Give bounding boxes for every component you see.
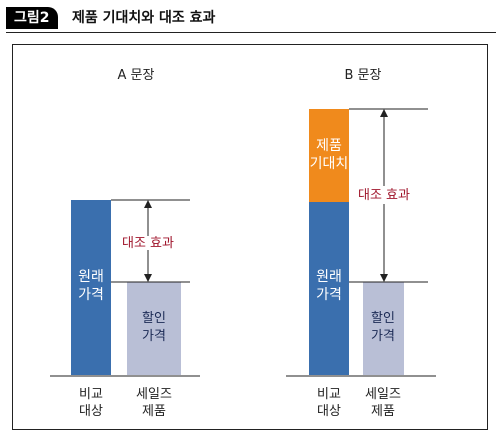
panel-b-discount-label-2: 가격	[371, 329, 395, 344]
figure-badge: 그림2	[6, 7, 58, 29]
panel-a-title: A 문장	[118, 68, 155, 83]
panel-b-expectation-bar	[309, 109, 349, 202]
figure-title: 제품 기대치와 대조 효과	[72, 10, 216, 26]
panel-b-xlabel-2a: 세일즈	[365, 387, 401, 402]
panel-a-original-label-1: 원래	[78, 269, 104, 285]
panel-b-contrast-effect-label: 대조 효과	[358, 188, 410, 203]
diagram-frame	[12, 44, 488, 430]
panel-b-expectation-label-1: 제품	[316, 138, 342, 154]
panel-b-xlabel-1a: 비교	[317, 387, 341, 402]
panel-b-xlabel-2b: 제품	[371, 404, 395, 419]
panel-a-xlabel-1a: 비교	[79, 387, 103, 402]
panel-a-contrast-effect-label: 대조 효과	[122, 236, 174, 251]
panel-a-discount-price-bar	[127, 282, 181, 375]
panel-b-original-label-1: 원래	[316, 269, 342, 285]
panel-a-original-price-bar	[71, 200, 111, 375]
panel-b-discount-label-1: 할인	[371, 311, 395, 326]
panel-b-original-price-bar	[309, 202, 349, 375]
panel-b-xlabel-1b: 대상	[317, 404, 341, 419]
panel-a-original-label-2: 가격	[78, 287, 104, 303]
panel-b-title: B 문장	[345, 68, 382, 83]
panel-a-xlabel-2a: 세일즈	[136, 387, 172, 402]
panel-b-expectation-label-2: 기대치	[310, 156, 349, 172]
panel-a-xlabel-1b: 대상	[79, 404, 103, 419]
panel-b-original-label-2: 가격	[316, 287, 342, 303]
panel-b-discount-price-bar	[363, 282, 404, 375]
panel-a-discount-label-1: 할인	[142, 311, 166, 326]
figure-header: 그림2 제품 기대치와 대조 효과	[6, 6, 496, 33]
panel-a-xlabel-2b: 제품	[142, 404, 166, 419]
panel-a-discount-label-2: 가격	[142, 329, 166, 344]
